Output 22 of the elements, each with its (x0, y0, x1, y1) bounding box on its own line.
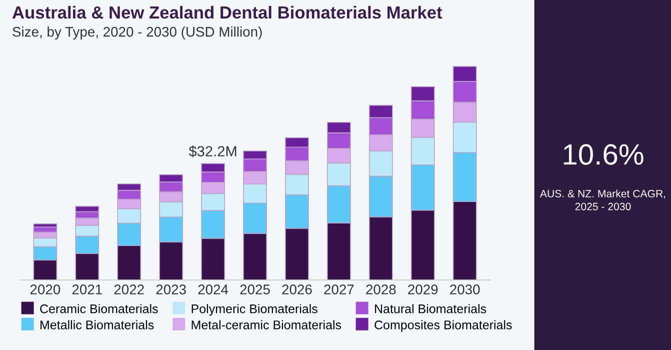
x-tick-label: 2020 (30, 284, 60, 294)
text: 10.6% (564, 144, 644, 165)
legend-label: Ceramic Biomaterials (40, 304, 158, 314)
legend-label: Metallic Biomaterials (40, 320, 154, 330)
chart-subtitle: Size, by Type, 2020 - 2030 (USD Million) (12, 26, 262, 40)
x-tick-label: 2029 (408, 284, 438, 294)
x-tick-label: 2022 (114, 284, 144, 294)
chart-title: Australia & New Zealand Dental Biomaterials Market (12, 6, 442, 19)
legend-label: Polymeric Biomaterials (192, 304, 318, 316)
annotation: $32.2M (188, 146, 236, 158)
x-tick-label: 2024 (198, 284, 228, 294)
x-tick-label: 2028 (366, 284, 396, 294)
legend-label: Composites Biomaterials (374, 320, 512, 332)
legend-label: Natural Biomaterials (375, 304, 486, 314)
x-tick-label: 2026 (282, 284, 312, 294)
x-tick-label: 2030 (450, 284, 480, 294)
text: AUS. & NZ. Market CAGR, 2025 - 2030 (540, 190, 666, 210)
x-tick-label: 2023 (156, 284, 186, 294)
x-tick-label: 2025 (240, 284, 270, 294)
legend-label: Metal-ceramic Biomaterials (192, 320, 342, 330)
x-tick-label: 2027 (324, 284, 354, 294)
x-tick-label: 2021 (72, 284, 102, 294)
